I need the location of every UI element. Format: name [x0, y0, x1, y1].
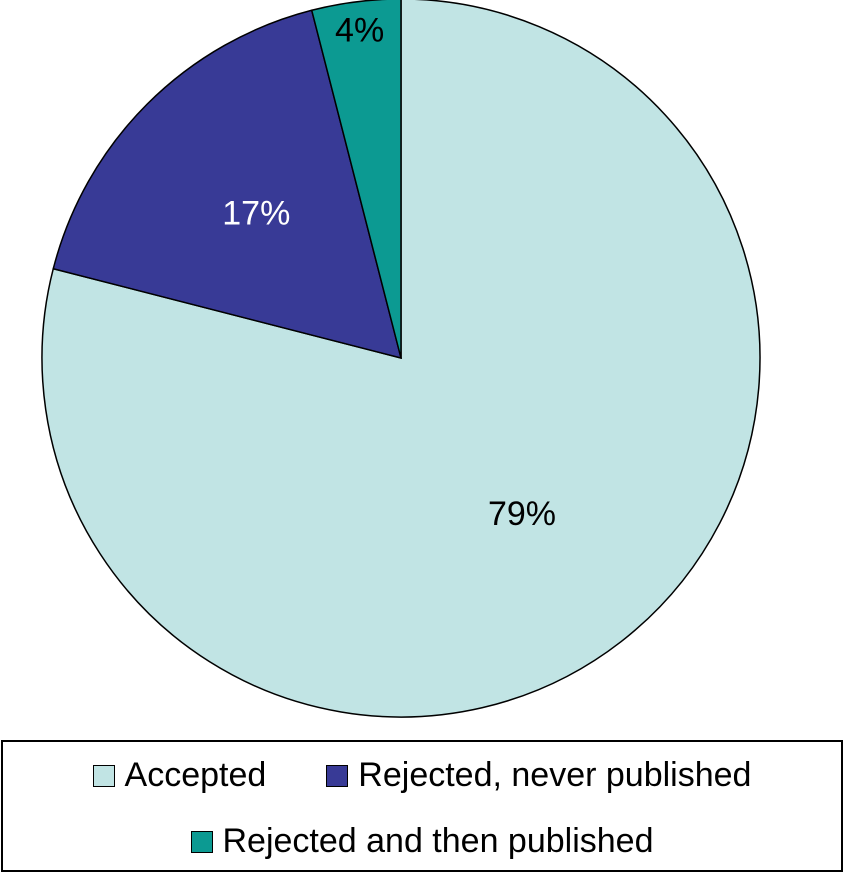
slice-label-rejected-then-published: 4% [335, 11, 384, 49]
legend-item-accepted: Accepted [92, 756, 267, 795]
slice-label-accepted: 79% [488, 495, 556, 533]
legend-label-accepted: Accepted [124, 756, 267, 794]
legend-label-rejected-never-published: Rejected, never published [358, 756, 752, 794]
legend: Accepted Rejected, never published Rejec… [1, 740, 843, 872]
legend-label-rejected-then-published: Rejected and then published [222, 822, 654, 860]
legend-swatch-rejected-never-published [326, 764, 349, 787]
legend-row: Accepted Rejected, never published [3, 756, 841, 795]
legend-item-rejected-then-published: Rejected and then published [190, 822, 654, 861]
legend-swatch-accepted [92, 764, 115, 787]
legend-item-rejected-never-published: Rejected, never published [326, 756, 751, 795]
pie-slice-rejected-never-published [52, 9, 403, 360]
pie-slice-rejected-then-published [310, 0, 402, 359]
legend-swatch-rejected-then-published [190, 830, 213, 853]
legend-row: Rejected and then published [3, 822, 841, 861]
slice-label-rejected-never-published: 17% [222, 194, 290, 232]
pie-chart: 79% 17% 4% [41, 0, 761, 718]
